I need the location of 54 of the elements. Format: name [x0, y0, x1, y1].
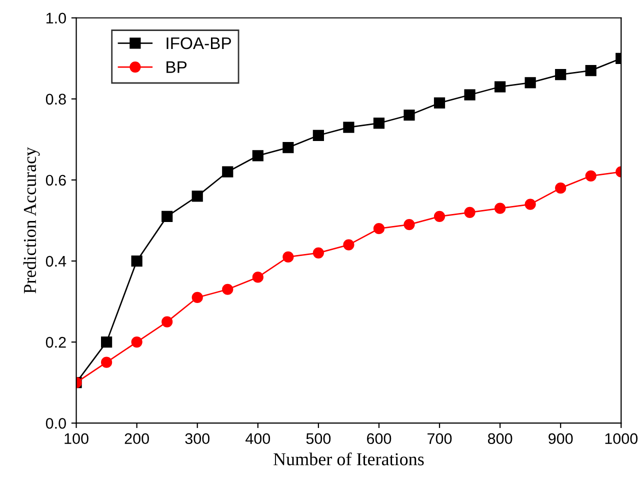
point: [494, 81, 506, 92]
x-tick-label: 400: [246, 433, 270, 444]
point: [162, 210, 173, 222]
point: [222, 284, 234, 295]
point: [282, 142, 294, 154]
y-tick-label: 0.6: [46, 174, 66, 186]
point: [464, 89, 476, 100]
x-tick-label: 1000: [605, 433, 638, 444]
x-axis-title: Number of Iterations: [274, 452, 424, 466]
point: [434, 210, 446, 222]
point: [192, 292, 203, 304]
y-tick-label: 0.4: [46, 256, 66, 267]
x-tick-label: 800: [488, 433, 512, 444]
point: [555, 69, 566, 80]
point: [524, 198, 536, 210]
y-tick-label: 0.0: [46, 418, 66, 429]
y-tick-label: 0.2: [46, 336, 66, 348]
point: [434, 97, 446, 109]
point: [131, 336, 142, 348]
point: [252, 150, 264, 162]
point: [343, 239, 354, 250]
legend-label: BP: [166, 61, 187, 73]
point: [343, 122, 354, 133]
x-tick-label: 300: [185, 433, 210, 444]
x-tick-label: 200: [124, 433, 149, 444]
point: [373, 118, 385, 129]
x-tick-label: 500: [306, 433, 331, 444]
legend-label: IFOA-BP: [166, 37, 231, 50]
y-tick-label: 1.0: [46, 12, 66, 24]
point: [131, 255, 142, 267]
point: [524, 77, 536, 88]
point: [494, 202, 506, 214]
y-tick-label: 0.8: [46, 94, 66, 105]
point: [555, 182, 566, 194]
point: [252, 272, 264, 283]
point: [222, 166, 234, 178]
point: [373, 223, 385, 234]
point: [100, 356, 112, 368]
y-axis-title: Prediction Accuracy: [23, 147, 40, 294]
point: [312, 130, 324, 141]
point: [282, 251, 294, 263]
point: [312, 247, 324, 258]
point: [404, 218, 415, 230]
point: [585, 170, 596, 182]
point: [192, 190, 203, 202]
x-tick-label: 700: [428, 433, 452, 444]
point: [100, 336, 112, 348]
point: [585, 64, 596, 76]
x-tick-label: 900: [548, 433, 573, 444]
point: [464, 206, 476, 218]
point: [404, 110, 415, 121]
x-tick-label: 100: [64, 433, 88, 444]
point: [162, 316, 173, 328]
x-tick-label: 600: [367, 433, 392, 444]
